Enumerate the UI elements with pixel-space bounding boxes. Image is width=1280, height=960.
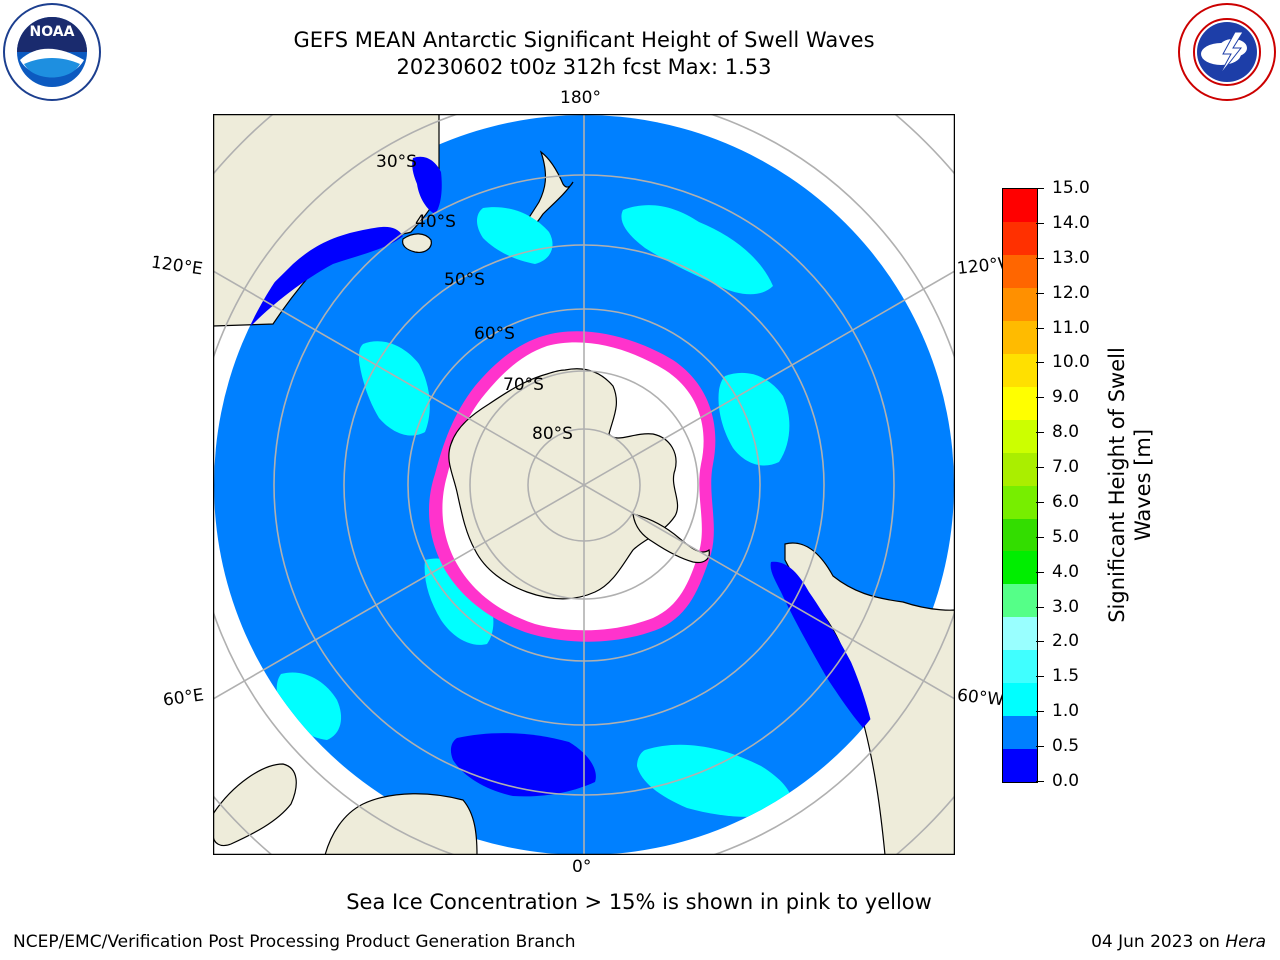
swell-patch-atlantic bbox=[637, 744, 792, 817]
colorbar-tick-label: 15.0 bbox=[1052, 178, 1090, 198]
colorbar-tick-label: 12.0 bbox=[1052, 282, 1090, 303]
colorbar-title-line2: Waves [m] bbox=[1131, 428, 1155, 542]
colorbar-segment bbox=[1003, 452, 1037, 486]
colorbar-tick-label: 1.0 bbox=[1052, 701, 1080, 722]
colorbar-segment bbox=[1003, 518, 1037, 552]
footer-date: 04 Jun 2023 on Hera bbox=[1091, 932, 1266, 952]
colorbar-tick bbox=[1036, 536, 1044, 538]
colorbar-segment bbox=[1003, 254, 1037, 288]
sea-ice-note: Sea Ice Concentration > 15% is shown in … bbox=[346, 890, 932, 914]
colorbar-tick bbox=[1036, 327, 1044, 329]
low-swell-south-america bbox=[770, 561, 875, 740]
map-subtitle: 20230602 t00z 312h fcst Max: 1.53 bbox=[396, 55, 772, 79]
colorbar bbox=[1002, 188, 1038, 783]
colorbar-segment bbox=[1003, 287, 1037, 321]
colorbar-tick bbox=[1036, 711, 1044, 713]
colorbar-tick-label: 5.0 bbox=[1052, 526, 1080, 547]
lat-label-80s: 80°S bbox=[532, 424, 573, 444]
lon-label-60e: 60°E bbox=[161, 685, 206, 711]
antarctic-peninsula-land bbox=[632, 513, 710, 564]
colorbar-tick-label: 8.0 bbox=[1052, 422, 1080, 443]
tasmania-land bbox=[402, 233, 432, 253]
footer-machine: Hera bbox=[1225, 932, 1266, 952]
colorbar-tick-label: 2.0 bbox=[1052, 631, 1080, 652]
low-swell-south-indian bbox=[450, 733, 596, 797]
colorbar-tick bbox=[1036, 292, 1044, 294]
madagascar-land bbox=[213, 763, 297, 847]
colorbar-tick-label: 3.0 bbox=[1052, 596, 1080, 617]
colorbar-segment bbox=[1003, 386, 1037, 420]
colorbar-tick bbox=[1036, 257, 1044, 259]
colorbar-segment bbox=[1003, 419, 1037, 453]
colorbar-tick bbox=[1036, 571, 1044, 573]
antarctica-land bbox=[448, 368, 679, 600]
footer-credit: NCEP/EMC/Verification Post Processing Pr… bbox=[13, 932, 576, 952]
colorbar-tick bbox=[1036, 606, 1044, 608]
nws-logo bbox=[1178, 3, 1276, 101]
colorbar-segment bbox=[1003, 353, 1037, 387]
lat-label-30s: 30°S bbox=[376, 152, 417, 172]
colorbar-tick-label: 7.0 bbox=[1052, 457, 1080, 478]
footer-date-text: 04 Jun 2023 on bbox=[1091, 932, 1226, 952]
lon-label-120e: 120°E bbox=[149, 252, 204, 280]
colorbar-tick-label: 0.0 bbox=[1052, 771, 1080, 791]
colorbar-segment bbox=[1003, 320, 1037, 354]
lat-label-60s: 60°S bbox=[474, 324, 515, 344]
colorbar-tick bbox=[1036, 781, 1044, 782]
colorbar-tick-label: 4.0 bbox=[1052, 561, 1080, 582]
lat-label-50s: 50°S bbox=[444, 270, 485, 290]
lat-label-40s: 40°S bbox=[415, 212, 456, 232]
colorbar-segment bbox=[1003, 683, 1037, 717]
colorbar-tick bbox=[1036, 641, 1044, 643]
noaa-logo-text: NOAA bbox=[30, 24, 75, 40]
noaa-logo: NOAA bbox=[3, 3, 101, 101]
colorbar-segment bbox=[1003, 584, 1037, 618]
colorbar-tick bbox=[1036, 467, 1044, 469]
lon-label-180: 180° bbox=[560, 88, 601, 108]
colorbar-tick bbox=[1036, 432, 1044, 434]
colorbar-tick bbox=[1036, 746, 1044, 748]
colorbar-segment bbox=[1003, 650, 1037, 684]
colorbar-segment bbox=[1003, 189, 1037, 222]
colorbar-segment bbox=[1003, 485, 1037, 519]
polar-map bbox=[213, 114, 955, 855]
colorbar-tick-label: 13.0 bbox=[1052, 247, 1090, 268]
colorbar-tick bbox=[1036, 501, 1044, 503]
colorbar-tick-label: 9.0 bbox=[1052, 387, 1080, 408]
colorbar-tick-label: 6.0 bbox=[1052, 491, 1080, 512]
colorbar-tick bbox=[1036, 222, 1044, 224]
map-title: GEFS MEAN Antarctic Significant Height o… bbox=[293, 28, 875, 52]
colorbar-tick-label: 0.5 bbox=[1052, 736, 1080, 757]
lat-label-70s: 70°S bbox=[503, 375, 544, 395]
swell-patch-pacific-ne bbox=[621, 205, 773, 295]
colorbar-tick bbox=[1036, 397, 1044, 399]
colorbar-title-line1: Significant Height of Swell bbox=[1105, 347, 1129, 623]
colorbar-tick-label: 10.0 bbox=[1052, 352, 1090, 373]
colorbar-tick bbox=[1036, 362, 1044, 364]
swell-patch-indian bbox=[276, 672, 342, 740]
low-swell-tasman bbox=[412, 156, 442, 214]
new-zealand-land bbox=[517, 150, 574, 238]
colorbar-segment bbox=[1003, 617, 1037, 651]
lon-label-60w: 60°W bbox=[956, 685, 1005, 711]
colorbar-segment bbox=[1003, 221, 1037, 255]
lon-label-0: 0° bbox=[572, 857, 592, 877]
colorbar-tick-label: 11.0 bbox=[1052, 317, 1090, 338]
low-swell-australia bbox=[214, 226, 403, 339]
colorbar-segment bbox=[1003, 749, 1037, 783]
colorbar-tick-label: 1.5 bbox=[1052, 666, 1080, 687]
colorbar-segment bbox=[1003, 551, 1037, 585]
colorbar-tick bbox=[1036, 676, 1044, 678]
graticule bbox=[213, 114, 955, 855]
colorbar-segment bbox=[1003, 716, 1037, 750]
colorbar-tick-label: 14.0 bbox=[1052, 212, 1090, 233]
colorbar-tick bbox=[1036, 188, 1044, 189]
